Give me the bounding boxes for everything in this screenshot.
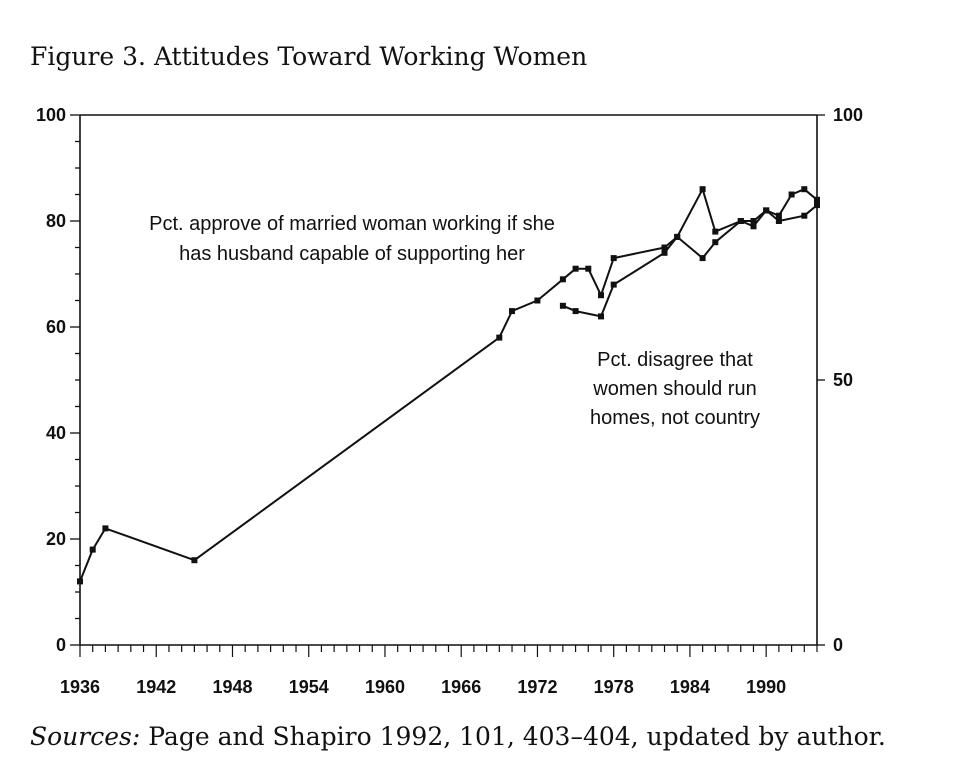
y-tick-label: 80 (46, 211, 66, 231)
series-2-label-line: women should run (592, 378, 756, 400)
series-2-point (674, 233, 681, 240)
y-tick-label: 40 (46, 423, 66, 443)
x-tick-label: 1990 (746, 677, 786, 697)
series-1-point (559, 276, 566, 283)
series-1-point (509, 308, 515, 315)
series-line-1 (79, 204, 818, 582)
series-1-point (610, 255, 617, 262)
series-2-label-line: homes, not country (590, 407, 760, 429)
series-2-point (788, 191, 795, 198)
x-tick-label: 1966 (441, 677, 481, 697)
series-1-point (661, 244, 668, 251)
series-1-point (77, 578, 83, 585)
sources-text: Page and Shapiro 1992, 101, 403–404, upd… (140, 722, 886, 751)
y-tick-label: 20 (46, 529, 66, 549)
y2-tick-label: 50 (833, 370, 853, 390)
series-2-point (661, 249, 668, 256)
series-2-point (814, 196, 820, 203)
series-2-point (559, 302, 566, 309)
series-1-point (814, 202, 820, 209)
series-2-point (572, 308, 579, 315)
x-tick-label: 1936 (60, 677, 100, 697)
series-1-point (585, 265, 592, 272)
series-1-point (598, 292, 604, 299)
series-1-point (534, 297, 541, 304)
y2-tick-label: 100 (833, 105, 863, 125)
y2-tick-label: 0 (833, 635, 843, 655)
x-tick-label: 1960 (365, 677, 405, 697)
series-2-point (750, 218, 757, 224)
series-1-point (750, 223, 757, 230)
x-tick-label: 1978 (594, 677, 634, 697)
x-tick-label: 1942 (136, 677, 176, 697)
series-2-label-line: Pct. disagree that (597, 349, 753, 371)
series-2-point (775, 212, 782, 219)
sources-note: Sources: Page and Shapiro 1992, 101, 403… (30, 722, 886, 751)
series-1-point (191, 557, 198, 564)
x-tick-label: 1954 (289, 677, 329, 697)
series-1-point (572, 265, 579, 272)
y-tick-label: 100 (36, 105, 66, 125)
series-2-point (610, 281, 617, 288)
series-1-point (699, 255, 706, 262)
series-1-point (102, 525, 109, 532)
series-1-point (801, 212, 808, 219)
series-1-point (89, 546, 96, 553)
series-2-point (699, 186, 706, 193)
series-1-point (496, 334, 503, 341)
series-2-point (763, 207, 770, 214)
series-1-point (775, 218, 782, 224)
series-2-point (712, 228, 719, 235)
series-2-point (737, 218, 744, 224)
series-2-point (801, 186, 808, 193)
x-tick-label: 1948 (212, 677, 252, 697)
series-1-point (712, 239, 719, 246)
sources-lead: Sources: (30, 722, 141, 751)
series-2-point (598, 313, 604, 320)
series-1-label-line: has husband capable of supporting her (179, 243, 525, 265)
series-1-label-line: Pct. approve of married woman working if… (149, 213, 555, 235)
x-tick-label: 1972 (517, 677, 557, 697)
y-tick-label: 0 (56, 635, 66, 655)
x-tick-label: 1984 (670, 677, 710, 697)
figure-title: Figure 3. Attitudes Toward Working Women (30, 42, 588, 71)
y-tick-label: 60 (46, 317, 66, 337)
